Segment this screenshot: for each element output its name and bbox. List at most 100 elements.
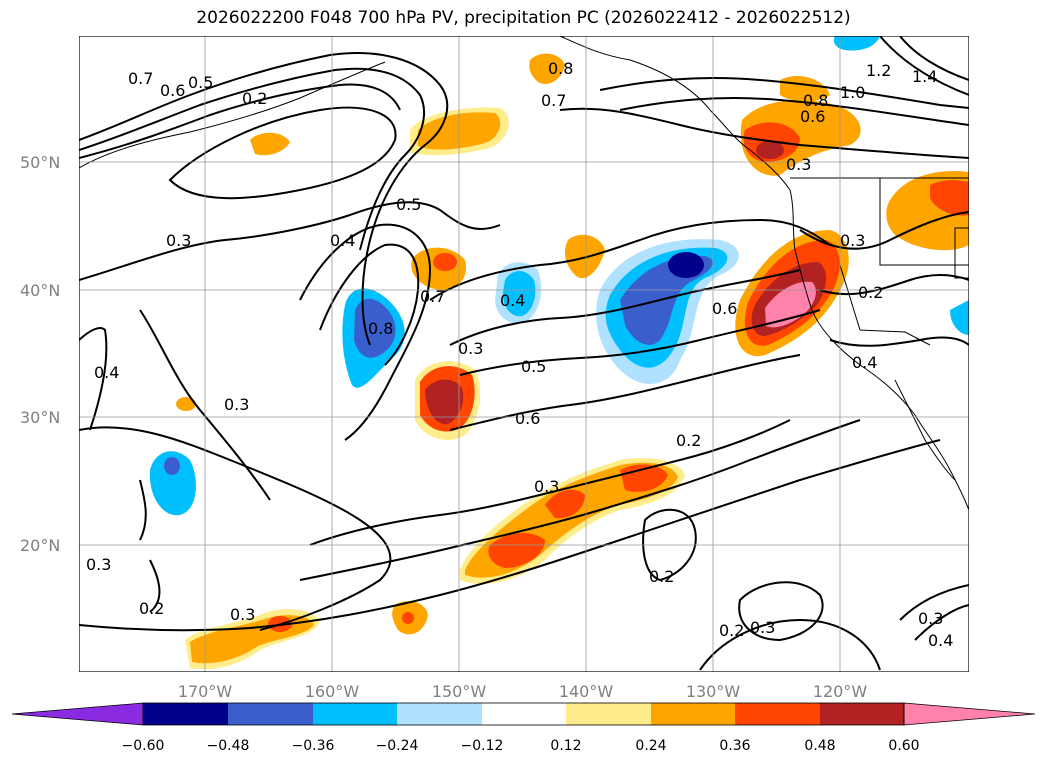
contour-se-1 xyxy=(899,584,969,621)
contour-ridge-4 xyxy=(449,354,801,431)
lon-label: 140°W xyxy=(559,682,614,701)
pos-area-subtropical-core-1 xyxy=(488,532,545,568)
contour-label: 0.3 xyxy=(224,395,249,414)
contour-label: 0.5 xyxy=(396,195,421,214)
contour-south-3 xyxy=(642,508,697,582)
contour-northeast-2 xyxy=(619,97,969,126)
contour-label: 0.8 xyxy=(368,319,393,338)
lon-label: 130°W xyxy=(686,682,741,701)
contour-gulf-3 xyxy=(79,83,401,159)
pos-area-mid-north-core xyxy=(433,253,457,271)
neg-area-sw-core xyxy=(164,457,180,475)
colorbar-swatch xyxy=(651,703,735,725)
contour-label: 0.2 xyxy=(719,621,744,640)
contour-northeast-1 xyxy=(599,77,969,109)
contour-label: 0.2 xyxy=(242,89,267,108)
contour-label: 0.2 xyxy=(139,599,164,618)
lat-label: 30°N xyxy=(20,408,60,427)
contour-ridge-2 xyxy=(449,269,801,346)
longitude-labels: 170°W 160°W 150°W 140°W 130°W 120°W xyxy=(178,682,868,701)
neg-area-mid-inner xyxy=(502,271,536,317)
border-state-1 xyxy=(879,178,969,266)
contour-03-north xyxy=(79,201,501,281)
contour-labels: 0.7 0.6 0.5 0.2 0.8 0.7 0.8 1.0 1.2 1.4 … xyxy=(86,59,953,650)
colorbar-min-extend xyxy=(11,702,144,726)
colorbar-tick-label: −0.12 xyxy=(461,738,504,754)
contour-label: 0.6 xyxy=(712,299,737,318)
colorbar-swatch xyxy=(397,703,482,725)
pos-area-ne-mid xyxy=(930,180,969,216)
colorbar-tick-label: −0.36 xyxy=(292,738,335,754)
contour-label: 0.3 xyxy=(166,231,191,250)
coastlines xyxy=(79,36,969,511)
baja xyxy=(894,379,956,481)
pos-area-south-central-core xyxy=(425,379,464,425)
precip-negative-areas xyxy=(149,36,969,516)
colorbar-swatch xyxy=(735,703,820,725)
contour-subtrop-3 xyxy=(299,419,861,581)
graticule xyxy=(79,36,969,672)
contour-label: 0.3 xyxy=(840,231,865,250)
colorbar-tick-label: 0.36 xyxy=(719,738,750,754)
contour-subtrop-2 xyxy=(309,419,791,546)
contour-gulf-2 xyxy=(79,67,425,251)
colorbar-swatch xyxy=(820,703,904,725)
contour-subtrop-1 xyxy=(79,426,392,631)
lat-label: 20°N xyxy=(20,536,60,555)
contour-south-2 xyxy=(149,559,161,613)
colorbar-tick-label: 0.48 xyxy=(804,738,835,754)
colorbar-swatch xyxy=(143,703,228,725)
contour-label: 0.8 xyxy=(803,91,828,110)
contour-west-2 xyxy=(139,309,271,501)
contour-ridge-1 xyxy=(429,218,831,301)
lat-label: 40°N xyxy=(20,281,60,300)
contour-label: 0.8 xyxy=(548,59,573,78)
neg-area-west-inner xyxy=(354,298,396,358)
contour-label: 0.2 xyxy=(676,431,701,450)
latitude-labels: 50°N 40°N 30°N 20°N xyxy=(20,153,60,555)
contour-label: 0.7 xyxy=(420,287,445,306)
contour-label: 0.3 xyxy=(86,555,111,574)
contour-northeast-3 xyxy=(559,107,969,159)
contour-northeast-4 xyxy=(879,36,969,96)
contour-eastcoast-1 xyxy=(799,211,969,250)
neg-area-central-core xyxy=(668,252,704,278)
contour-label: 0.3 xyxy=(918,609,943,628)
colorbar-tick-label: −0.48 xyxy=(207,738,250,754)
colorbar-tick-label: −0.60 xyxy=(122,738,165,754)
contour-south-1 xyxy=(139,479,147,541)
pos-area-small-4-core xyxy=(402,612,414,624)
colorbar-tick-label: −0.24 xyxy=(376,738,419,754)
contour-label: 0.3 xyxy=(750,618,775,637)
contour-label: 0.5 xyxy=(188,73,213,92)
contour-label: 0.4 xyxy=(500,291,525,310)
colorbar-swatch xyxy=(566,703,651,725)
contour-label: 0.3 xyxy=(458,339,483,358)
map-panel: 0.7 0.6 0.5 0.2 0.8 0.7 0.8 1.0 1.2 1.4 … xyxy=(79,36,969,672)
coastline-bc xyxy=(749,149,796,251)
contour-label: 0.3 xyxy=(786,155,811,174)
coastline-westcoast xyxy=(794,249,969,511)
colorbar-swatch xyxy=(313,703,397,725)
contour-subtrop-4 xyxy=(79,439,941,632)
contour-label: 0.3 xyxy=(534,477,559,496)
contour-label: 0.7 xyxy=(128,69,153,88)
pv-contours xyxy=(79,36,969,671)
neg-area-east xyxy=(950,300,969,335)
colorbar-tick-label: 0.60 xyxy=(888,738,919,754)
neg-area-north xyxy=(833,36,880,51)
contour-south-5 xyxy=(699,618,881,671)
colorbar-swatch xyxy=(228,703,313,725)
contour-label: 0.5 xyxy=(521,357,546,376)
contour-label: 1.4 xyxy=(912,67,937,86)
contour-gulf-1 xyxy=(79,52,449,346)
contour-low-ring xyxy=(168,106,397,200)
lon-label: 170°W xyxy=(178,682,233,701)
pos-area-subtropical-core-2 xyxy=(545,489,585,519)
contour-label: 0.3 xyxy=(230,605,255,624)
map-title: 2026022200 F048 700 hPa PV, precipitatio… xyxy=(196,8,851,28)
neg-area-central-inner xyxy=(620,255,713,345)
pos-area-small-2 xyxy=(529,53,565,85)
contour-label: 0.6 xyxy=(800,107,825,126)
